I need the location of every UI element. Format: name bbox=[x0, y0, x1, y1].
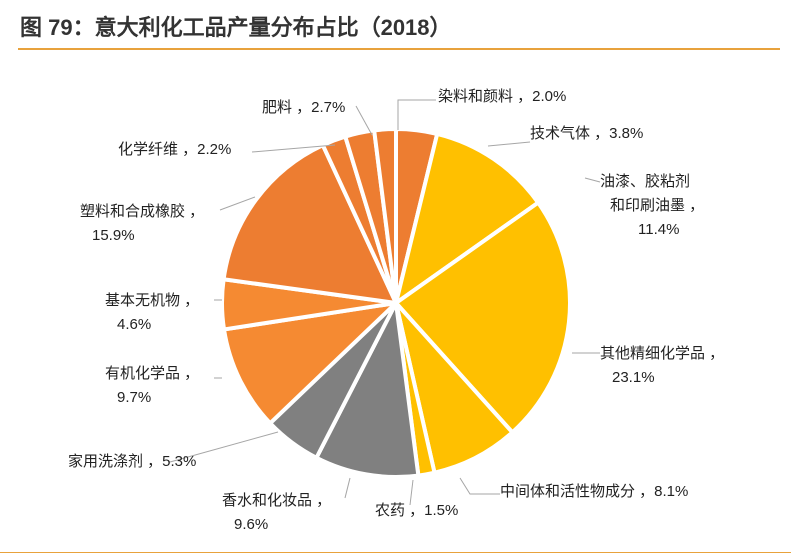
title-rule bbox=[18, 48, 780, 50]
slice-label: 油漆、胶粘剂和印刷油墨 ， 11.4% bbox=[600, 173, 704, 238]
leader-line bbox=[169, 431, 279, 463]
slice-label: 有机化学品 ， 9.7% bbox=[105, 365, 199, 406]
leader-line bbox=[487, 141, 531, 147]
slice-label: 化学纤维 ，2.2% bbox=[118, 141, 231, 158]
slice-label: 染料和颜料 ，2.0% bbox=[438, 88, 566, 105]
slice-label: 肥料 ，2.7% bbox=[262, 99, 345, 116]
leader-line bbox=[355, 105, 373, 136]
footer-rule bbox=[0, 552, 791, 553]
leader-line bbox=[584, 177, 601, 183]
leader-line bbox=[409, 479, 414, 506]
pie-slice bbox=[221, 143, 398, 305]
slice-label: 香水和化妆品 ， 9.6% bbox=[222, 492, 331, 533]
pie-slice bbox=[394, 131, 541, 305]
slice-label: 塑料和合成橡胶 ， 15.9% bbox=[80, 203, 204, 244]
leader-line bbox=[459, 477, 500, 495]
slice-label: 农药 ，1.5% bbox=[375, 502, 458, 519]
slice-label: 中间体和活性物成分 ，8.1% bbox=[500, 483, 688, 500]
pie-slice bbox=[372, 127, 398, 305]
slice-label: 家用洗涤剂 ，5.3% bbox=[68, 453, 196, 470]
pie-slice bbox=[222, 301, 398, 426]
slice-label: 其他精细化学品 ， 23.1% bbox=[600, 345, 724, 386]
slice-label: 技术气体 ，3.8% bbox=[530, 125, 643, 142]
pie-slice bbox=[394, 200, 572, 435]
leader-line bbox=[219, 196, 256, 211]
leader-line bbox=[397, 99, 436, 130]
pie-slice bbox=[314, 301, 421, 479]
leader-line bbox=[344, 477, 351, 499]
slice-label: 基本无机物 ， 4.6% bbox=[105, 292, 199, 333]
leader-line bbox=[251, 144, 336, 153]
figure-title: 图 79：意大利化工品产量分布占比（2018） bbox=[20, 15, 452, 40]
